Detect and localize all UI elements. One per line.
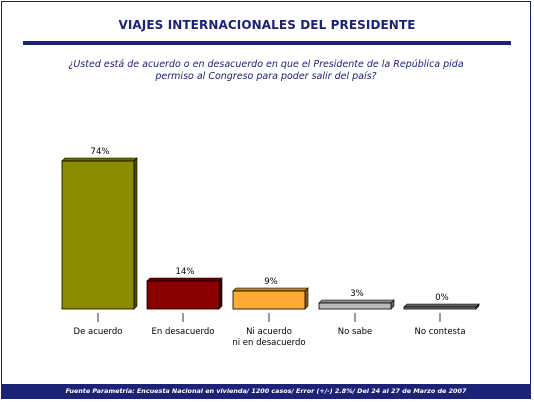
category-label-1-0: En desacuerdo [152, 327, 215, 337]
value-label-4: 0% [435, 293, 449, 303]
bar-1 [146, 280, 220, 310]
bar-top-0 [61, 157, 138, 162]
chart-title: VIAJES INTERNACIONALES DEL PRESIDENTE [118, 18, 416, 32]
survey-question: ¿Usted está de acuerdo o en desacuerdo e… [40, 59, 492, 83]
category-label-3-0: No sabe [338, 327, 373, 337]
bar-2 [232, 290, 306, 310]
bar-3 [318, 302, 392, 310]
bar-top-3 [318, 299, 395, 304]
bar-top-2 [232, 287, 309, 292]
survey-question-line-2: permiso al Congreso para poder salir del… [155, 71, 377, 82]
source-footer-bar: Fuente Parametría: Encuesta Nacional en … [1, 384, 531, 399]
bar-side-0 [133, 157, 138, 310]
source-footer-text: Fuente Parametría: Encuesta Nacional en … [65, 387, 467, 395]
title-underline [23, 41, 511, 45]
category-label-2-1: ni en desacuerdo [232, 338, 305, 348]
value-label-0: 74% [91, 147, 110, 157]
bar-top-4 [403, 303, 480, 308]
bar-side-1 [218, 277, 223, 310]
value-label-2: 9% [264, 277, 278, 287]
category-label-2-0: Ni acuerdo [246, 327, 292, 337]
category-label-4-0: No contesta [414, 327, 465, 337]
value-label-3: 3% [350, 289, 364, 299]
bar-top-1 [146, 277, 223, 282]
value-label-1: 14% [176, 267, 195, 277]
category-label-0-0: De acuerdo [74, 327, 123, 337]
bar-0 [61, 160, 135, 310]
bar-4 [403, 306, 477, 310]
survey-question-line-1: ¿Usted está de acuerdo o en desacuerdo e… [68, 59, 464, 70]
bar-side-2 [304, 287, 309, 310]
